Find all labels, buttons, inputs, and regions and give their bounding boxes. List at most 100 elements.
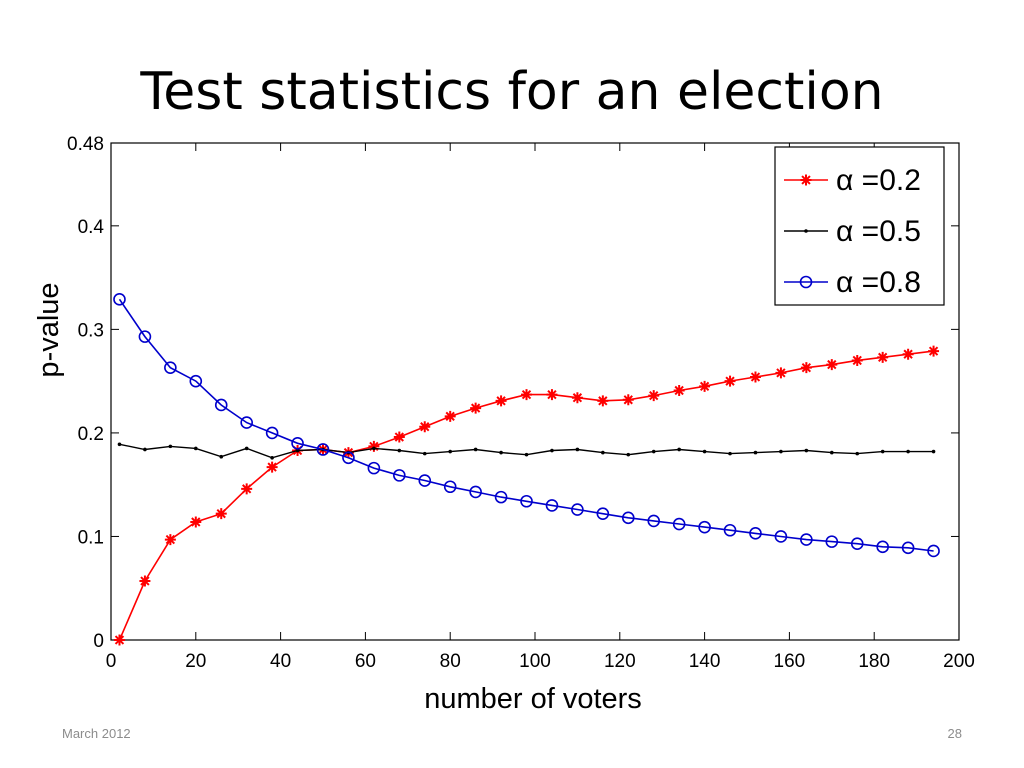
- data-point: [240, 416, 253, 429]
- data-point: [723, 523, 737, 537]
- data-point: [597, 395, 609, 407]
- legend-item: α =0.2: [784, 164, 921, 197]
- data-point: [138, 330, 152, 343]
- data-point: [825, 535, 839, 548]
- data-point: [270, 455, 274, 460]
- legend-box: [774, 146, 945, 306]
- data-point: [601, 450, 605, 455]
- x-tick-label: 140: [689, 651, 721, 672]
- data-point: [168, 444, 173, 449]
- data-point: [372, 446, 376, 451]
- data-point: [139, 575, 151, 587]
- data-point: [215, 508, 227, 520]
- y-tick-label: 0.4: [78, 217, 105, 238]
- data-point: [495, 395, 507, 407]
- data-point: [342, 451, 355, 465]
- data-point: [189, 374, 203, 388]
- data-point: [546, 389, 558, 401]
- data-point: [448, 449, 453, 454]
- data-point: [672, 517, 686, 531]
- x-tick-label: 160: [774, 651, 806, 672]
- data-point: [774, 530, 788, 543]
- data-point: [702, 449, 707, 454]
- data-point: [295, 448, 300, 453]
- data-point: [190, 516, 202, 528]
- data-point: [876, 540, 889, 554]
- data-point: [244, 446, 249, 451]
- data-point: [651, 449, 656, 454]
- x-tick-label: 20: [185, 651, 206, 672]
- data-point: [906, 449, 910, 454]
- x-axis-title: number of voters: [424, 683, 642, 715]
- data-point: [728, 451, 732, 456]
- data-point: [393, 431, 405, 443]
- legend-label: α =0.5: [836, 215, 921, 248]
- data-point: [368, 440, 380, 452]
- data-point: [265, 426, 279, 440]
- legend-item: α =0.5: [784, 215, 921, 248]
- data-point: [753, 450, 758, 455]
- data-point: [928, 345, 940, 357]
- data-point: [800, 174, 812, 186]
- data-point: [422, 451, 427, 456]
- data-point: [850, 537, 864, 551]
- data-point: [799, 275, 813, 289]
- footer-date: March 2012: [62, 726, 131, 741]
- data-point: [626, 452, 631, 457]
- data-point: [826, 359, 838, 371]
- data-point: [749, 371, 761, 383]
- data-point: [524, 452, 529, 457]
- data-point: [621, 511, 635, 525]
- data-point: [444, 410, 456, 422]
- data-point: [164, 361, 177, 374]
- data-point: [800, 533, 813, 546]
- data-point: [677, 447, 681, 452]
- data-point: [117, 442, 122, 447]
- series-line: [118, 298, 934, 552]
- data-point: [571, 392, 583, 404]
- data-point: [469, 485, 482, 499]
- axis-ticks: 0 20 40 60 80 100 120 140 160 180 200 0 0.1 0.2 0.3 0.4…: [67, 134, 975, 672]
- data-point: [470, 402, 482, 414]
- legend-label: α =0.8: [836, 266, 921, 299]
- data-point: [418, 474, 432, 487]
- data-point: [830, 450, 834, 455]
- data-point: [397, 448, 402, 453]
- data-point: [724, 375, 736, 387]
- data-point: [521, 389, 533, 401]
- data-point: [393, 469, 406, 482]
- x-tick-label: 60: [355, 651, 376, 672]
- data-point: [214, 398, 228, 412]
- y-tick-label: 0: [93, 631, 104, 652]
- data-point: [143, 447, 147, 452]
- data-point: [647, 514, 661, 528]
- data-point: [804, 229, 808, 233]
- data-point: [698, 520, 711, 534]
- data-point: [194, 446, 198, 451]
- data-point: [419, 421, 431, 433]
- legend-item: α =0.8: [784, 266, 921, 299]
- data-point: [775, 367, 787, 379]
- x-tick-label: 80: [440, 651, 461, 672]
- x-tick-label: 120: [604, 651, 636, 672]
- data-point: [902, 348, 914, 360]
- data-point: [931, 449, 936, 454]
- x-tick-label: 40: [270, 651, 291, 672]
- data-point: [550, 448, 554, 453]
- data-point: [113, 293, 126, 306]
- data-point: [367, 461, 381, 475]
- data-point: [596, 507, 610, 520]
- data-point: [164, 534, 176, 546]
- data-point: [571, 503, 584, 516]
- data-point: [880, 449, 885, 454]
- data-point: [291, 436, 304, 450]
- data-point: [673, 384, 685, 396]
- data-point: [699, 380, 711, 392]
- data-point: [113, 634, 125, 646]
- data-point: [219, 454, 224, 459]
- data-point: [499, 450, 503, 455]
- data-point: [575, 447, 580, 452]
- data-point: [266, 461, 278, 473]
- data-point: [804, 448, 809, 453]
